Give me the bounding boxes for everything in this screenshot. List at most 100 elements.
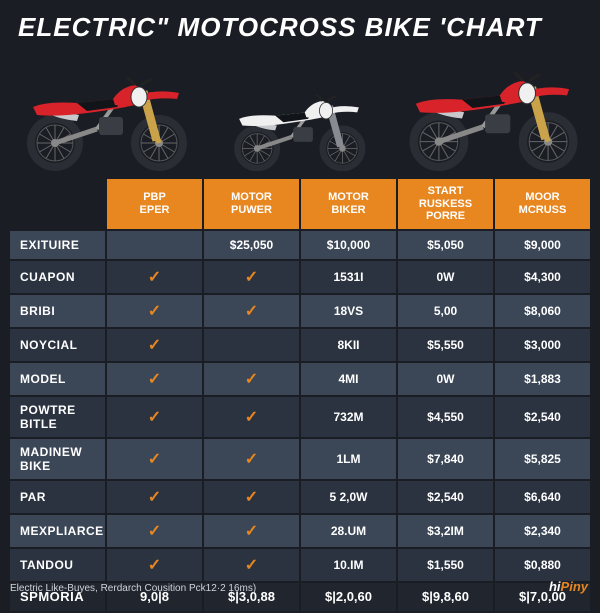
table-row: MADINEW BIKE✓✓1LM$7,840$5,825 bbox=[10, 439, 590, 479]
cell: 8KII bbox=[301, 329, 396, 361]
check-icon: ✓ bbox=[245, 269, 258, 286]
cell: ✓ bbox=[107, 329, 202, 361]
row-label: PAR bbox=[10, 481, 105, 513]
check-icon: ✓ bbox=[148, 303, 161, 320]
cell: $5,825 bbox=[495, 439, 590, 479]
check-icon: ✓ bbox=[148, 269, 161, 286]
cell: $25,050 bbox=[204, 231, 299, 259]
bike-center bbox=[203, 73, 396, 171]
bikes-row bbox=[0, 47, 600, 177]
cell: ✓ bbox=[204, 439, 299, 479]
cell: $|9,8,60 bbox=[398, 583, 493, 611]
col-header: STARTRUSKESS PORRE bbox=[398, 179, 493, 229]
cell: ✓ bbox=[204, 363, 299, 395]
cell: ✓ bbox=[107, 439, 202, 479]
check-icon: ✓ bbox=[245, 371, 258, 388]
cell: 5 2,0W bbox=[301, 481, 396, 513]
footnote: Electric Like-Buyes, Rerdarch Cousition … bbox=[10, 583, 256, 594]
table-row: NOYCIAL ✓ 8KII$5,550$3,000 bbox=[10, 329, 590, 361]
row-label: CUAPON bbox=[10, 261, 105, 293]
cell: 1531I bbox=[301, 261, 396, 293]
cell: ✓ bbox=[107, 515, 202, 547]
cell: ✓ bbox=[107, 363, 202, 395]
check-icon: ✓ bbox=[245, 409, 258, 426]
row-label: POWTRE BITLE bbox=[10, 397, 105, 437]
row-label: MEXPLIARCE bbox=[10, 515, 105, 547]
check-icon: ✓ bbox=[245, 451, 258, 468]
bike-right bbox=[397, 45, 590, 171]
check-icon: ✓ bbox=[148, 489, 161, 506]
col-header: MOTORPUWER bbox=[204, 179, 299, 229]
cell: 18VS bbox=[301, 295, 396, 327]
comparison-table: PBPEPERMOTORPUWERMOTORBIKERSTARTRUSKESS … bbox=[8, 177, 592, 613]
cell: $0,880 bbox=[495, 549, 590, 581]
cell: ✓ bbox=[107, 481, 202, 513]
watermark-prefix: hi bbox=[549, 579, 561, 594]
table-row: TANDOU ✓ ✓ 10.IM$1,550$0,880 bbox=[10, 549, 590, 581]
table-row: MODEL ✓ ✓ 4MI0W$1,883 bbox=[10, 363, 590, 395]
row-label: BRIBI bbox=[10, 295, 105, 327]
cell: 28.UM bbox=[301, 515, 396, 547]
cell: $1,550 bbox=[398, 549, 493, 581]
col-header: MOORMCRUSS bbox=[495, 179, 590, 229]
cell: 10.IM bbox=[301, 549, 396, 581]
table-row: CUAPON✓✓1531I0W$4,300 bbox=[10, 261, 590, 293]
cell: $10,000 bbox=[301, 231, 396, 259]
check-icon: ✓ bbox=[245, 523, 258, 540]
cell: ✓ bbox=[107, 261, 202, 293]
cell: $2,540 bbox=[495, 397, 590, 437]
check-icon: ✓ bbox=[148, 337, 161, 354]
cell: $6,640 bbox=[495, 481, 590, 513]
cell: $7,840 bbox=[398, 439, 493, 479]
cell: 732M bbox=[301, 397, 396, 437]
table-row: PAR✓✓5 2,0W$2,540$6,640 bbox=[10, 481, 590, 513]
table-row: MEXPLIARCE✓✓28.UM$3,2IM$2,340 bbox=[10, 515, 590, 547]
check-icon: ✓ bbox=[148, 371, 161, 388]
cell bbox=[107, 231, 202, 259]
row-label: EXITUIRE bbox=[10, 231, 105, 259]
cell: ✓ bbox=[204, 549, 299, 581]
cell: ✓ bbox=[204, 481, 299, 513]
cell: $4,550 bbox=[398, 397, 493, 437]
check-icon: ✓ bbox=[245, 303, 258, 320]
check-icon: ✓ bbox=[148, 557, 161, 574]
watermark: hiPiny bbox=[549, 579, 588, 594]
cell: 5,00 bbox=[398, 295, 493, 327]
cell: ✓ bbox=[107, 397, 202, 437]
table-corner bbox=[10, 179, 105, 229]
row-label: MODEL bbox=[10, 363, 105, 395]
cell: $1,883 bbox=[495, 363, 590, 395]
check-icon: ✓ bbox=[245, 557, 258, 574]
check-icon: ✓ bbox=[148, 409, 161, 426]
cell: ✓ bbox=[107, 549, 202, 581]
cell: $9,000 bbox=[495, 231, 590, 259]
cell: $3,000 bbox=[495, 329, 590, 361]
row-label: MADINEW BIKE bbox=[10, 439, 105, 479]
table-header-row: PBPEPERMOTORPUWERMOTORBIKERSTARTRUSKESS … bbox=[10, 179, 590, 229]
row-label: NOYCIAL bbox=[10, 329, 105, 361]
page-title: ELECTRIC" MOTOCROSS BIKE 'CHART bbox=[0, 0, 600, 47]
check-icon: ✓ bbox=[245, 489, 258, 506]
row-label: TANDOU bbox=[10, 549, 105, 581]
watermark-suffix: Piny bbox=[561, 579, 588, 594]
col-header: MOTORBIKER bbox=[301, 179, 396, 229]
cell: $2,340 bbox=[495, 515, 590, 547]
cell: 4MI bbox=[301, 363, 396, 395]
cell: ✓ bbox=[204, 397, 299, 437]
table-row: BRIBI ✓ ✓ 18VS5,00$8,060 bbox=[10, 295, 590, 327]
check-icon: ✓ bbox=[148, 451, 161, 468]
cell: $5,550 bbox=[398, 329, 493, 361]
cell: $8,060 bbox=[495, 295, 590, 327]
check-icon: ✓ bbox=[148, 523, 161, 540]
table-row: EXITUIRE $25,050$10,000$5,050$9,000 bbox=[10, 231, 590, 259]
cell: 0W bbox=[398, 261, 493, 293]
cell bbox=[204, 329, 299, 361]
cell: 0W bbox=[398, 363, 493, 395]
cell: ✓ bbox=[204, 295, 299, 327]
col-header: PBPEPER bbox=[107, 179, 202, 229]
bike-left bbox=[10, 51, 203, 171]
table-row: POWTRE BITLE ✓ ✓ 732M$4,550$2,540 bbox=[10, 397, 590, 437]
cell: ✓ bbox=[204, 515, 299, 547]
cell: $5,050 bbox=[398, 231, 493, 259]
table-body: EXITUIRE $25,050$10,000$5,050$9,000 CUAPON… bbox=[10, 231, 590, 611]
